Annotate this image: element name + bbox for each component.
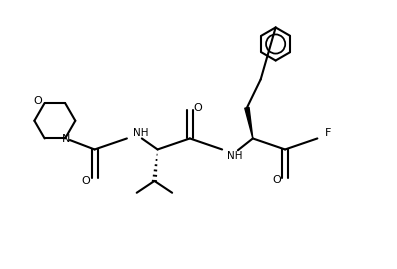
Polygon shape [245,107,253,139]
Text: O: O [81,176,91,186]
Text: NH: NH [227,151,243,161]
Text: O: O [34,96,42,106]
Text: NH: NH [133,128,148,138]
Text: N: N [62,134,70,144]
Text: O: O [193,103,202,113]
Text: O: O [272,175,281,185]
Text: F: F [324,128,331,138]
